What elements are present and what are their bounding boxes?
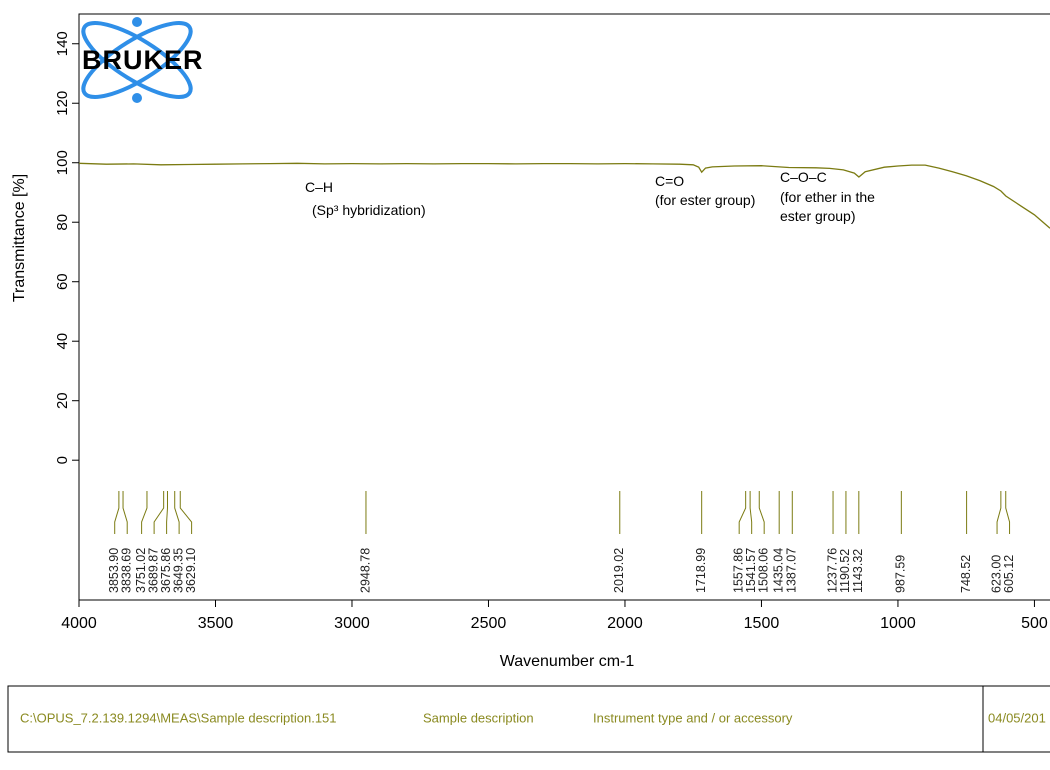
footer-instrument: Instrument type and / or accessory — [593, 710, 793, 725]
x-tick-label: 500 — [1021, 615, 1048, 632]
logo-orbit — [81, 21, 193, 99]
peak-label: 1143.32 — [851, 549, 865, 593]
annotation: C–H — [305, 179, 333, 195]
peak-marker — [1005, 491, 1011, 534]
y-tick-label: 60 — [54, 273, 71, 290]
peak-label: 1541.57 — [744, 548, 758, 593]
peak-label: 1435.04 — [771, 548, 785, 593]
peak-label: 3689.87 — [146, 548, 160, 593]
annotation: (Sp³ hybridization) — [312, 202, 426, 218]
footer-sample: Sample description — [423, 710, 534, 725]
peak-marker — [166, 491, 168, 534]
bruker-logo: BRUKER — [81, 17, 204, 103]
peak-marker — [749, 491, 753, 534]
annotation: ester group) — [780, 208, 855, 224]
x-tick-label: 1000 — [880, 615, 916, 632]
peak-label: 1557.86 — [731, 548, 745, 593]
peak-label: 623.00 — [989, 555, 1003, 593]
x-tick-label: 4000 — [61, 615, 97, 632]
peak-label: 987.59 — [894, 555, 908, 593]
footer-box — [7, 685, 1050, 753]
y-tick-label: 0 — [54, 456, 71, 464]
peak-label: 1190.52 — [838, 549, 852, 593]
annotation: (for ester group) — [655, 192, 755, 208]
peak-marker — [153, 491, 165, 534]
logo-text: BRUKER — [82, 45, 204, 75]
y-tick-label: 140 — [54, 31, 71, 56]
peak-label: 3629.10 — [184, 548, 198, 593]
y-tick-label: 80 — [54, 214, 71, 231]
peak-label: 3649.35 — [171, 548, 185, 593]
spectrum-line — [78, 162, 1050, 229]
footer-file: C:\OPUS_7.2.139.1294\MEAS\Sample descrip… — [20, 710, 337, 725]
peak-label: 1508.06 — [756, 548, 770, 593]
peak-label: 3751.02 — [134, 548, 148, 593]
y-tick-label: 20 — [54, 392, 71, 409]
annotation: (for ether in the — [780, 189, 875, 205]
peak-label: 3838.69 — [120, 548, 134, 593]
peak-label: 1387.07 — [785, 548, 799, 593]
peak-label: 3853.90 — [107, 548, 121, 593]
x-tick-label: 2500 — [471, 615, 507, 632]
peak-marker — [179, 491, 193, 534]
logo-orbit — [81, 21, 193, 99]
y-tick-label: 100 — [54, 150, 71, 175]
peak-marker — [174, 491, 180, 534]
y-tick-label: 120 — [54, 91, 71, 116]
x-tick-label: 3000 — [334, 615, 370, 632]
y-tick-label: 40 — [54, 333, 71, 350]
peak-marker — [758, 491, 765, 534]
y-axis-label: Transmittance [%] — [11, 174, 28, 302]
footer-date: 04/05/201 — [988, 710, 1046, 725]
peak-marker — [996, 491, 1002, 534]
peak-label: 748.52 — [959, 555, 973, 593]
x-tick-label: 1500 — [744, 615, 780, 632]
plot-frame — [78, 13, 1050, 601]
x-axis-label: Wavenumber cm-1 — [500, 653, 635, 670]
peak-label: 1237.76 — [825, 548, 839, 593]
peak-marker — [122, 491, 128, 534]
x-tick-label: 2000 — [607, 615, 643, 632]
annotation: C=O — [655, 173, 684, 189]
peak-label: 1718.99 — [694, 548, 708, 593]
peak-label: 605.12 — [1002, 555, 1016, 593]
peak-label: 2019.02 — [612, 548, 626, 593]
logo-dot — [132, 93, 142, 103]
peak-marker — [738, 491, 747, 534]
peak-label: 3675.86 — [159, 548, 173, 593]
peak-marker — [114, 491, 120, 534]
peak-label: 2948.78 — [358, 548, 372, 593]
annotation: C–O–C — [780, 169, 827, 185]
logo-dot — [132, 17, 142, 27]
x-tick-label: 3500 — [198, 615, 234, 632]
peak-marker — [141, 491, 148, 534]
